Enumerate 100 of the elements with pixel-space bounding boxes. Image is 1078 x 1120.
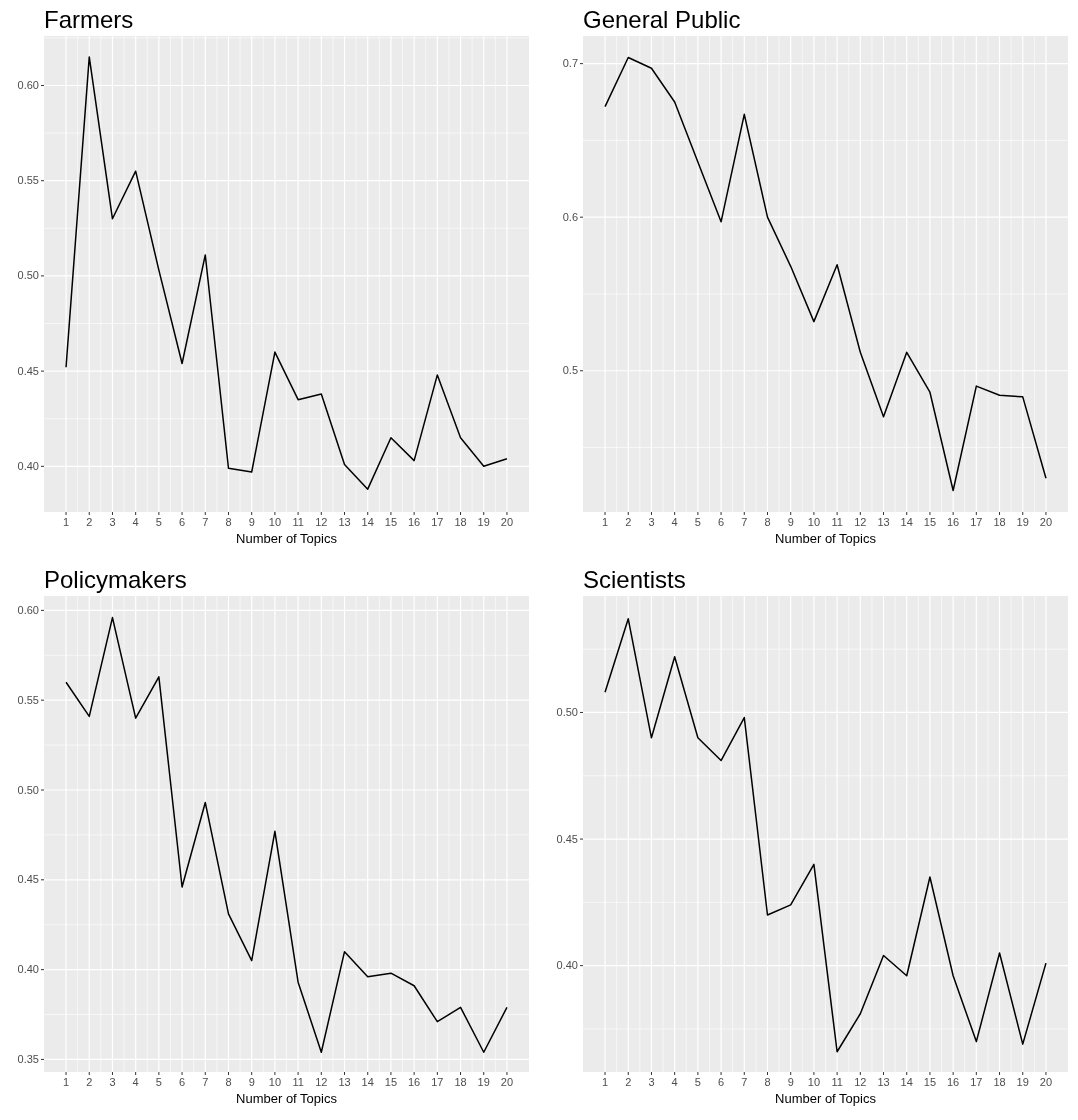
- x-tick-label: 17: [431, 1076, 444, 1088]
- x-tick-label: 19: [1016, 1076, 1029, 1088]
- x-tick-label: 6: [718, 1076, 725, 1088]
- x-tick-label: 18: [454, 516, 467, 528]
- x-tick-label: 11: [831, 1076, 843, 1088]
- x-tick-label: 12: [315, 516, 328, 528]
- x-tick-label: 19: [1016, 516, 1029, 528]
- y-tick-label: 0.7: [562, 57, 578, 70]
- x-tick-label: 4: [671, 516, 678, 528]
- line-series: [604, 56, 1047, 492]
- y-tick-label: 0.55: [17, 174, 39, 187]
- x-tick-label: 8: [225, 516, 232, 528]
- x-tick-label: 14: [361, 516, 374, 528]
- x-tick-label: 15: [923, 516, 937, 528]
- x-tick-label: 4: [132, 1076, 139, 1088]
- x-tick-label: 19: [477, 516, 490, 528]
- x-tick-label: 20: [1039, 1076, 1053, 1088]
- x-tick-label: 2: [86, 516, 93, 528]
- x-tick-label: 9: [248, 1076, 255, 1088]
- x-tick-label: 5: [155, 516, 162, 528]
- x-tick-label: 13: [877, 1076, 890, 1088]
- x-tick-label: 6: [179, 516, 186, 528]
- x-tick-label: 7: [741, 516, 748, 528]
- x-tick-label: 2: [625, 516, 632, 528]
- x-tick-label: 3: [648, 1076, 655, 1088]
- y-tick-label: 0.55: [17, 693, 39, 706]
- x-tick-label: 16: [408, 516, 421, 528]
- x-tick-label: 5: [694, 516, 701, 528]
- x-axis-title: Number of Topics: [236, 1091, 338, 1106]
- x-tick-label: 20: [500, 516, 514, 528]
- x-tick-label: 11: [292, 1076, 304, 1088]
- x-tick-label: 2: [86, 1076, 93, 1088]
- y-tick-label: 0.60: [17, 603, 39, 616]
- x-tick-label: 3: [109, 516, 116, 528]
- y-tick-label: 0.60: [17, 79, 39, 92]
- y-tick-label: 0.50: [17, 783, 39, 796]
- x-tick-label: 8: [764, 1076, 771, 1088]
- chart-title: Farmers: [44, 6, 134, 33]
- chart-title: General Public: [583, 6, 741, 33]
- chart-title: Scientists: [583, 566, 686, 593]
- x-tick-label: 17: [431, 516, 444, 528]
- y-tick-label: 0.40: [556, 959, 578, 972]
- x-tick-label: 6: [718, 516, 725, 528]
- x-tick-label: 8: [225, 1076, 232, 1088]
- x-tick-label: 9: [787, 1076, 794, 1088]
- y-tick-label: 0.45: [556, 832, 578, 845]
- y-tick-label: 0.50: [17, 269, 39, 282]
- x-tick-label: 19: [477, 1076, 490, 1088]
- y-tick-label: 0.40: [17, 459, 39, 472]
- y-tick-label: 0.50: [556, 705, 578, 718]
- x-tick-label: 9: [787, 516, 794, 528]
- x-tick-label: 14: [900, 516, 913, 528]
- x-tick-label: 10: [807, 1076, 821, 1088]
- x-tick-label: 15: [384, 1076, 398, 1088]
- line-series: [65, 56, 508, 490]
- x-tick-label: 14: [361, 1076, 374, 1088]
- x-tick-label: 20: [1039, 516, 1053, 528]
- x-axis-title: Number of Topics: [775, 1091, 877, 1106]
- line-series: [65, 616, 508, 1053]
- x-tick-label: 14: [900, 1076, 913, 1088]
- x-tick-label: 5: [155, 1076, 162, 1088]
- x-tick-label: 1: [62, 1076, 70, 1088]
- x-tick-label: 4: [671, 1076, 678, 1088]
- x-tick-label: 10: [268, 516, 282, 528]
- x-tick-label: 12: [854, 516, 867, 528]
- x-tick-label: 20: [500, 1076, 514, 1088]
- x-tick-label: 18: [454, 1076, 467, 1088]
- x-tick-label: 17: [970, 1076, 983, 1088]
- x-tick-label: 5: [694, 1076, 701, 1088]
- x-tick-label: 16: [408, 1076, 421, 1088]
- x-tick-label: 17: [970, 516, 983, 528]
- x-tick-label: 16: [947, 1076, 960, 1088]
- x-tick-label: 18: [993, 516, 1006, 528]
- x-tick-label: 16: [947, 516, 960, 528]
- x-tick-label: 12: [315, 1076, 328, 1088]
- x-tick-label: 7: [741, 1076, 748, 1088]
- line-series: [604, 618, 1047, 1053]
- x-tick-label: 9: [248, 516, 255, 528]
- chart-title: Policymakers: [44, 566, 187, 593]
- x-tick-label: 15: [923, 1076, 937, 1088]
- x-tick-label: 11: [292, 516, 304, 528]
- x-tick-label: 13: [338, 516, 351, 528]
- x-tick-label: 1: [62, 516, 70, 528]
- x-axis-title: Number of Topics: [775, 531, 877, 546]
- x-tick-label: 2: [625, 1076, 632, 1088]
- x-tick-label: 6: [179, 1076, 186, 1088]
- x-tick-label: 18: [993, 1076, 1006, 1088]
- x-tick-label: 11: [831, 516, 843, 528]
- x-tick-label: 1: [601, 1076, 609, 1088]
- x-tick-label: 10: [268, 1076, 282, 1088]
- x-tick-label: 4: [132, 516, 139, 528]
- x-tick-label: 3: [648, 516, 655, 528]
- y-tick-label: 0.40: [17, 963, 39, 976]
- x-tick-label: 13: [877, 516, 890, 528]
- y-tick-label: 0.45: [17, 364, 39, 377]
- x-tick-label: 10: [807, 516, 821, 528]
- y-tick-label: 0.6: [562, 210, 578, 223]
- x-tick-label: 15: [384, 516, 398, 528]
- y-tick-label: 0.45: [17, 873, 39, 886]
- x-tick-label: 12: [854, 1076, 867, 1088]
